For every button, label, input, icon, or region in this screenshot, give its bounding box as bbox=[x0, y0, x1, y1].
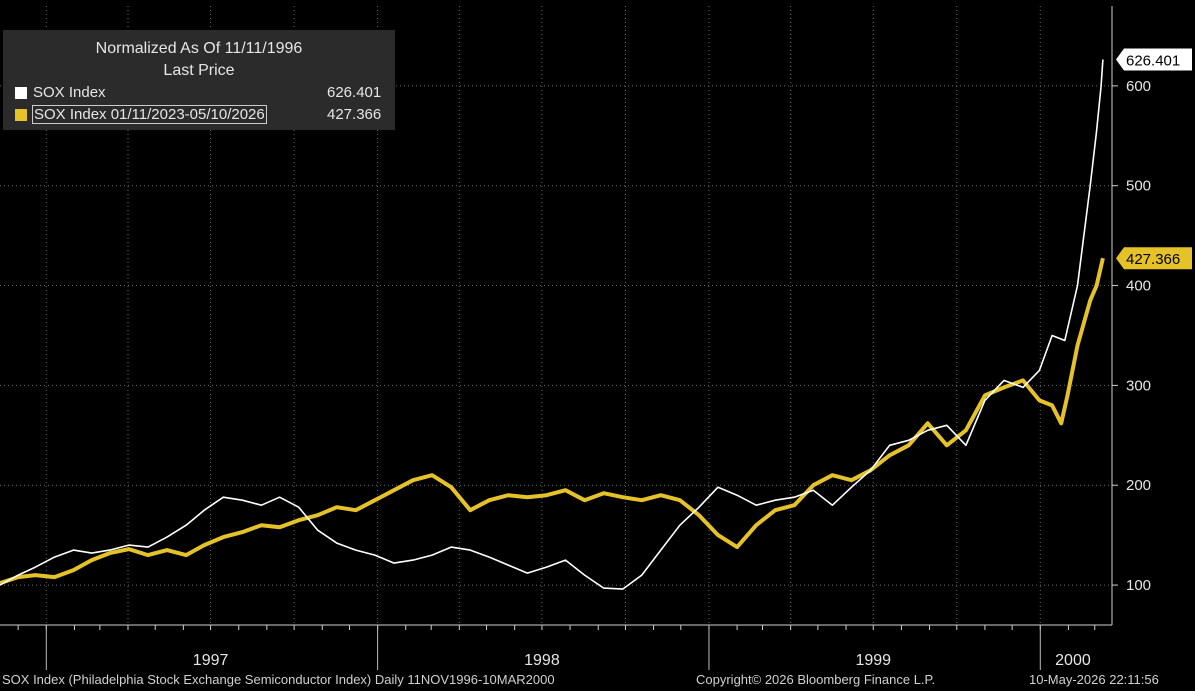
footer-timestamp: 10-May-2026 22:11:56 bbox=[1029, 672, 1159, 687]
legend-box: Normalized As Of 11/11/1996 Last Price S… bbox=[3, 30, 395, 130]
series-line-sox-index-2023-2026 bbox=[0, 257, 1105, 585]
y-axis: 100 200 300 400 500 600 bbox=[1111, 6, 1151, 625]
legend-label: SOX Index 01/11/2023-05/10/2026 bbox=[32, 105, 267, 124]
legend-subtitle: Last Price bbox=[163, 62, 235, 79]
last-value-label: 626.401 bbox=[1126, 53, 1180, 70]
legend-title: Normalized As Of 11/11/1996 bbox=[95, 40, 303, 57]
last-value-flag bbox=[1116, 48, 1192, 71]
y-tick-label: 600 bbox=[1126, 78, 1151, 95]
x-tick-label: 1998 bbox=[524, 652, 560, 669]
last-value-flags: 626.401 427.366 bbox=[1116, 48, 1192, 270]
y-tick-label: 100 bbox=[1126, 577, 1151, 594]
last-value-flag bbox=[1116, 247, 1192, 270]
x-axis: 1997 1998 1999 2000 bbox=[0, 624, 1112, 670]
x-tick-label: 2000 bbox=[1055, 652, 1091, 669]
legend-value: 626.401 bbox=[327, 84, 382, 101]
y-tick-label: 500 bbox=[1126, 178, 1151, 195]
x-tick-label: 1997 bbox=[193, 652, 229, 669]
grid-lines bbox=[0, 6, 1112, 625]
series-line-sox-index bbox=[0, 59, 1104, 590]
legend-swatch-yellow bbox=[15, 109, 27, 121]
plot-series bbox=[0, 59, 1105, 590]
footer-copyright: Copyright© 2026 Bloomberg Finance L.P. bbox=[696, 672, 936, 687]
legend-swatch-white bbox=[15, 87, 27, 99]
legend-value: 427.366 bbox=[327, 106, 382, 123]
last-value-label: 427.366 bbox=[1126, 251, 1180, 268]
y-tick-label: 400 bbox=[1126, 278, 1151, 295]
x-tick-label: 1999 bbox=[855, 652, 891, 669]
y-tick-label: 200 bbox=[1126, 477, 1151, 494]
footer-description: SOX Index (Philadelphia Stock Exchange S… bbox=[2, 672, 555, 687]
y-tick-label: 300 bbox=[1126, 377, 1151, 394]
legend-label: SOX Index bbox=[33, 84, 106, 101]
